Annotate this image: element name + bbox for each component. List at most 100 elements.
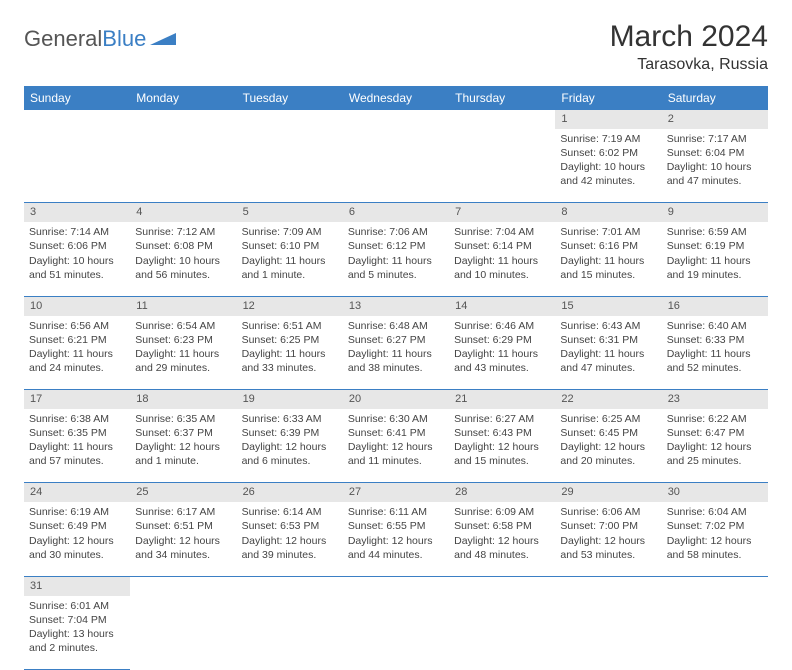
cell-line-d1: Daylight: 11 hours — [348, 347, 444, 361]
day-number: 13 — [343, 296, 449, 315]
cell-line-d2: and 58 minutes. — [667, 548, 763, 562]
cell-line-d1: Daylight: 11 hours — [667, 347, 763, 361]
header: GeneralBlue March 2024 Tarasovka, Russia — [24, 20, 768, 74]
cell-line-ss: Sunset: 7:04 PM — [29, 613, 125, 627]
cell-line-d1: Daylight: 10 hours — [29, 254, 125, 268]
cell-line-d1: Daylight: 11 hours — [29, 347, 125, 361]
cell-line-d2: and 11 minutes. — [348, 454, 444, 468]
cell-line-d1: Daylight: 11 hours — [29, 440, 125, 454]
day-cell: Sunrise: 6:04 AMSunset: 7:02 PMDaylight:… — [662, 502, 768, 576]
day-number: 6 — [343, 203, 449, 222]
day-number: 26 — [237, 483, 343, 502]
day-cell: Sunrise: 6:56 AMSunset: 6:21 PMDaylight:… — [24, 316, 130, 390]
cell-line-sr: Sunrise: 6:09 AM — [454, 505, 550, 519]
calendar-body: 12 Sunrise: 7:19 AMSunset: 6:02 PMDaylig… — [24, 110, 768, 670]
day-number — [449, 110, 555, 129]
cell-line-ss: Sunset: 6:02 PM — [560, 146, 656, 160]
cell-line-ss: Sunset: 6:29 PM — [454, 333, 550, 347]
calendar-table: SundayMondayTuesdayWednesdayThursdayFrid… — [24, 86, 768, 670]
cell-line-ss: Sunset: 6:47 PM — [667, 426, 763, 440]
cell-line-sr: Sunrise: 6:27 AM — [454, 412, 550, 426]
cell-line-d2: and 57 minutes. — [29, 454, 125, 468]
cell-line-d1: Daylight: 11 hours — [454, 254, 550, 268]
cell-line-sr: Sunrise: 6:11 AM — [348, 505, 444, 519]
weekday-header: Thursday — [449, 86, 555, 110]
cell-line-d2: and 1 minute. — [135, 454, 231, 468]
day-number — [130, 576, 236, 595]
day-cell: Sunrise: 6:38 AMSunset: 6:35 PMDaylight:… — [24, 409, 130, 483]
cell-line-d2: and 33 minutes. — [242, 361, 338, 375]
cell-line-ss: Sunset: 6:21 PM — [29, 333, 125, 347]
cell-line-ss: Sunset: 6:51 PM — [135, 519, 231, 533]
day-cell: Sunrise: 6:30 AMSunset: 6:41 PMDaylight:… — [343, 409, 449, 483]
day-number: 4 — [130, 203, 236, 222]
day-number: 18 — [130, 390, 236, 409]
cell-line-d2: and 15 minutes. — [454, 454, 550, 468]
cell-line-ss: Sunset: 6:39 PM — [242, 426, 338, 440]
day-number: 14 — [449, 296, 555, 315]
cell-line-sr: Sunrise: 7:12 AM — [135, 225, 231, 239]
cell-line-sr: Sunrise: 6:54 AM — [135, 319, 231, 333]
cell-line-d1: Daylight: 12 hours — [135, 534, 231, 548]
day-number — [130, 110, 236, 129]
daynum-row: 12 — [24, 110, 768, 129]
cell-line-d2: and 10 minutes. — [454, 268, 550, 282]
day-number: 27 — [343, 483, 449, 502]
cell-line-d1: Daylight: 12 hours — [454, 534, 550, 548]
cell-line-sr: Sunrise: 6:51 AM — [242, 319, 338, 333]
cell-line-d2: and 52 minutes. — [667, 361, 763, 375]
content-row: Sunrise: 6:01 AMSunset: 7:04 PMDaylight:… — [24, 596, 768, 670]
cell-line-ss: Sunset: 6:14 PM — [454, 239, 550, 253]
day-cell: Sunrise: 6:35 AMSunset: 6:37 PMDaylight:… — [130, 409, 236, 483]
weekday-header: Saturday — [662, 86, 768, 110]
cell-line-sr: Sunrise: 6:25 AM — [560, 412, 656, 426]
cell-line-ss: Sunset: 6:49 PM — [29, 519, 125, 533]
cell-line-sr: Sunrise: 6:30 AM — [348, 412, 444, 426]
day-number: 5 — [237, 203, 343, 222]
cell-line-sr: Sunrise: 6:43 AM — [560, 319, 656, 333]
title-block: March 2024 Tarasovka, Russia — [610, 20, 768, 74]
cell-line-sr: Sunrise: 7:01 AM — [560, 225, 656, 239]
cell-line-d2: and 29 minutes. — [135, 361, 231, 375]
day-number: 17 — [24, 390, 130, 409]
cell-line-d2: and 43 minutes. — [454, 361, 550, 375]
day-cell — [555, 596, 661, 670]
cell-line-d2: and 30 minutes. — [29, 548, 125, 562]
cell-line-d1: Daylight: 10 hours — [667, 160, 763, 174]
day-cell: Sunrise: 7:09 AMSunset: 6:10 PMDaylight:… — [237, 222, 343, 296]
cell-line-ss: Sunset: 6:37 PM — [135, 426, 231, 440]
cell-line-d2: and 56 minutes. — [135, 268, 231, 282]
cell-line-d1: Daylight: 12 hours — [560, 440, 656, 454]
cell-line-d1: Daylight: 10 hours — [135, 254, 231, 268]
cell-line-d1: Daylight: 12 hours — [348, 440, 444, 454]
day-cell: Sunrise: 6:33 AMSunset: 6:39 PMDaylight:… — [237, 409, 343, 483]
day-number: 22 — [555, 390, 661, 409]
day-number: 15 — [555, 296, 661, 315]
cell-line-ss: Sunset: 6:25 PM — [242, 333, 338, 347]
day-number: 31 — [24, 576, 130, 595]
cell-line-d1: Daylight: 13 hours — [29, 627, 125, 641]
day-cell: Sunrise: 6:46 AMSunset: 6:29 PMDaylight:… — [449, 316, 555, 390]
cell-line-ss: Sunset: 6:43 PM — [454, 426, 550, 440]
cell-line-ss: Sunset: 6:06 PM — [29, 239, 125, 253]
weekday-header: Friday — [555, 86, 661, 110]
cell-line-d2: and 38 minutes. — [348, 361, 444, 375]
logo-part1: General — [24, 26, 102, 51]
day-cell: Sunrise: 6:06 AMSunset: 7:00 PMDaylight:… — [555, 502, 661, 576]
cell-line-sr: Sunrise: 6:46 AM — [454, 319, 550, 333]
daynum-row: 10111213141516 — [24, 296, 768, 315]
day-cell: Sunrise: 6:19 AMSunset: 6:49 PMDaylight:… — [24, 502, 130, 576]
day-cell: Sunrise: 7:19 AMSunset: 6:02 PMDaylight:… — [555, 129, 661, 203]
cell-line-d2: and 20 minutes. — [560, 454, 656, 468]
cell-line-ss: Sunset: 6:16 PM — [560, 239, 656, 253]
cell-line-sr: Sunrise: 6:14 AM — [242, 505, 338, 519]
cell-line-ss: Sunset: 6:41 PM — [348, 426, 444, 440]
month-title: March 2024 — [610, 20, 768, 54]
day-cell: Sunrise: 7:17 AMSunset: 6:04 PMDaylight:… — [662, 129, 768, 203]
cell-line-d1: Daylight: 12 hours — [454, 440, 550, 454]
day-number: 24 — [24, 483, 130, 502]
day-cell: Sunrise: 6:27 AMSunset: 6:43 PMDaylight:… — [449, 409, 555, 483]
day-number — [237, 110, 343, 129]
cell-line-sr: Sunrise: 6:04 AM — [667, 505, 763, 519]
cell-line-sr: Sunrise: 6:19 AM — [29, 505, 125, 519]
